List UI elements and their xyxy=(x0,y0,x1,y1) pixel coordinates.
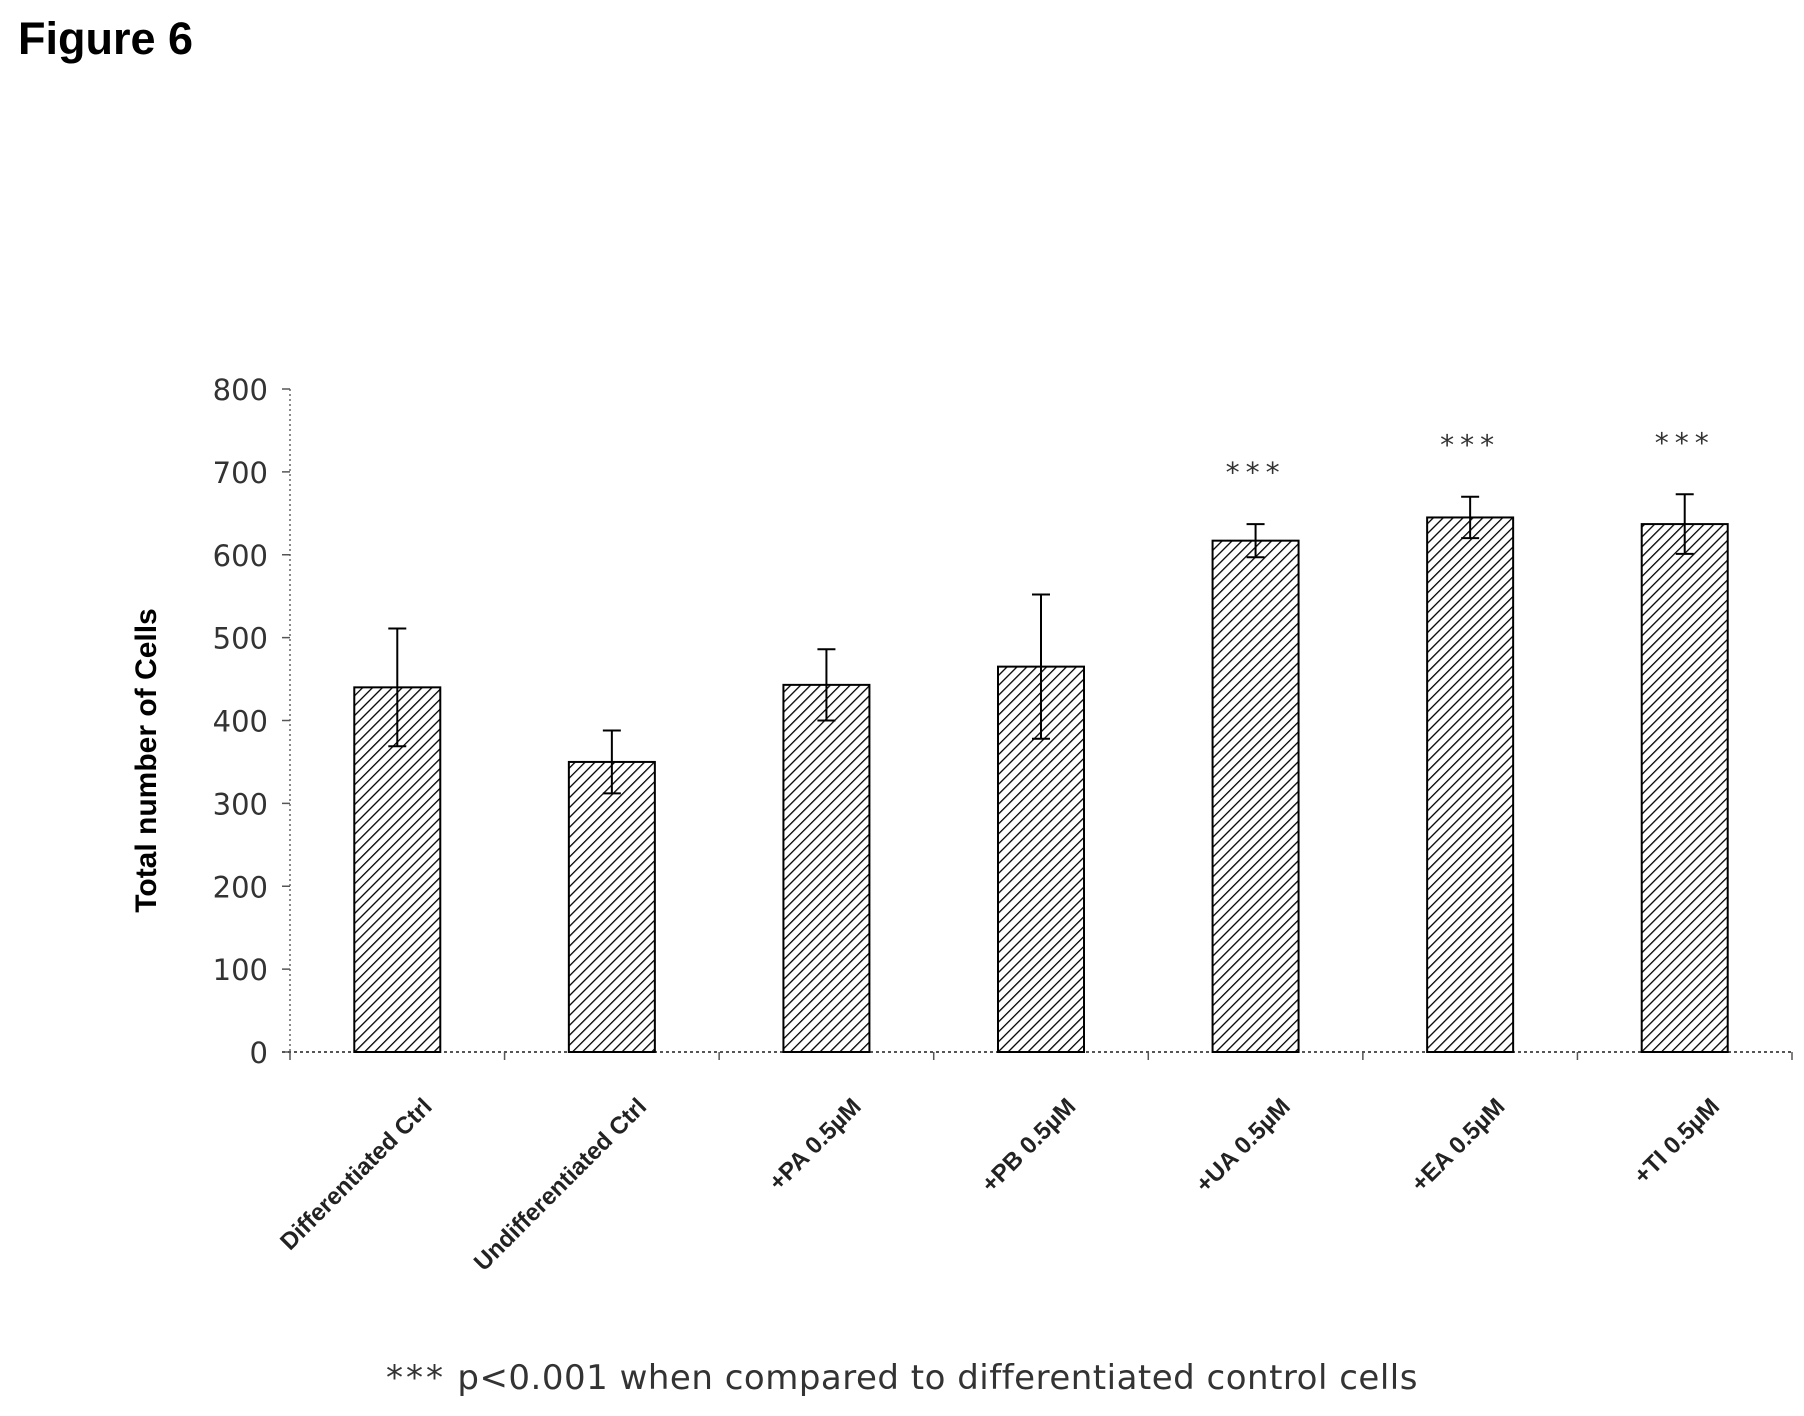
x-category-label: +UA 0.5µM xyxy=(1191,1093,1296,1198)
y-tick-label: 500 xyxy=(213,622,268,656)
x-category-label: +PA 0.5µM xyxy=(764,1093,867,1196)
bar xyxy=(1211,539,1300,1053)
bar xyxy=(1426,516,1515,1053)
y-tick-label: 200 xyxy=(213,870,268,904)
y-tick-label: 800 xyxy=(213,373,268,407)
y-tick-label: 700 xyxy=(213,456,268,490)
significance-marker: *** xyxy=(1440,429,1500,462)
y-tick-label: 300 xyxy=(213,787,268,821)
significance-marker: *** xyxy=(1655,426,1715,459)
x-category-label: +TI 0.5µM xyxy=(1629,1093,1725,1189)
x-category-label: +EA 0.5µM xyxy=(1406,1093,1510,1197)
y-tick-label: 400 xyxy=(213,705,268,739)
x-category-label: Undifferentiated Ctrl xyxy=(469,1093,652,1276)
y-axis-title: Total number of Cells xyxy=(130,608,163,912)
y-tick-label: 0 xyxy=(250,1036,268,1070)
x-category-label: +PB 0.5µM xyxy=(976,1093,1081,1198)
y-tick-label: 100 xyxy=(213,953,268,987)
significance-marker: *** xyxy=(1226,456,1286,489)
y-tick-label: 600 xyxy=(213,539,268,573)
footnote-text: p<0.001 when compared to differentiated … xyxy=(457,1358,1418,1398)
figure-title: Figure 6 xyxy=(18,13,194,64)
x-category-label: Differentiated Ctrl xyxy=(275,1093,437,1255)
footnote: *** p<0.001 when compared to differentia… xyxy=(0,1358,1804,1398)
bar xyxy=(782,683,871,1054)
bar xyxy=(567,760,656,1053)
footnote-marker: *** xyxy=(386,1358,447,1398)
bar xyxy=(1640,523,1729,1053)
